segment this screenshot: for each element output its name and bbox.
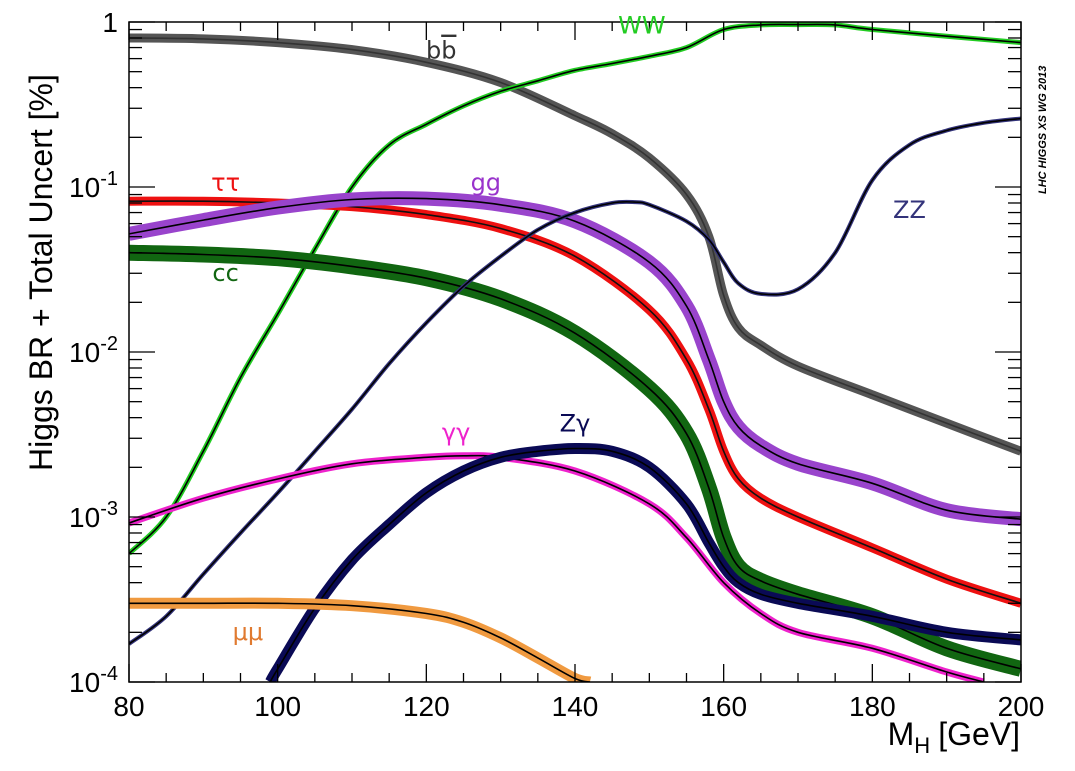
series-5-central-line: [129, 117, 1021, 645]
x-tick-label: 120: [403, 691, 450, 722]
series-5-group: [129, 116, 1021, 646]
series-1-label: WW: [618, 12, 665, 40]
x-tick-label: 180: [849, 691, 896, 722]
series-0-central-line: [129, 37, 1021, 453]
series-labels-layer: bb WW ττ gg cc ZZ γγ Zγ μμ: [211, 12, 926, 646]
series-8-label: μμ: [233, 618, 264, 646]
series-6-label: γγ: [442, 419, 470, 447]
x-axis-title-main: M: [888, 716, 915, 752]
series-0-group: [129, 33, 1021, 456]
series-4-label: cc: [212, 259, 238, 287]
x-axis-title: MH [GeV]: [888, 716, 1020, 758]
series-6-central-line: [129, 454, 985, 682]
series-1-group: [129, 22, 1021, 556]
y-tick-label: 10-2: [69, 333, 118, 368]
x-tick-label: 80: [113, 691, 144, 722]
x-tick-label: 140: [552, 691, 599, 722]
y-tick-label: 1: [102, 7, 118, 38]
credit-label: LHC HIGGS XS WG 2013: [1037, 66, 1049, 194]
series-6-group: [129, 452, 985, 682]
series-7-label: Zγ: [560, 409, 591, 437]
y-axis-title: Higgs BR + Total Uncert [%]: [23, 74, 59, 471]
x-tick-label: 100: [254, 691, 301, 722]
series-3-central-line: [129, 197, 1021, 520]
ticks-layer: 80 100 120 140 160 180 200 1 10-1 10-2 10-3 10-4: [69, 7, 1044, 722]
y-tick-label: 10-1: [69, 168, 118, 203]
series-2-label: ττ: [211, 169, 240, 197]
series-5-label: ZZ: [893, 196, 926, 224]
plot-background: [129, 22, 1021, 682]
series-8-central-line: [129, 602, 591, 682]
series-8-group: [129, 597, 592, 682]
x-tick-label: 160: [700, 691, 747, 722]
y-tick-label: 10-4: [69, 663, 118, 698]
series-1-central-line: [129, 23, 1021, 555]
series-0-label: bb: [426, 37, 456, 65]
series-3-group: [129, 191, 1021, 527]
x-axis-title-unit: [GeV]: [938, 716, 1020, 752]
x-tick-label: 200: [998, 691, 1045, 722]
svg-text:MH[GeV]: MH [GeV]: [888, 716, 1020, 758]
series-3-label: gg: [471, 169, 501, 197]
series-7-central-line: [269, 447, 1021, 682]
x-axis-title-sub: H: [914, 733, 930, 758]
y-tick-label: 10-3: [69, 498, 118, 533]
series-7-group: [265, 442, 1021, 682]
series-layer: [129, 22, 1021, 682]
